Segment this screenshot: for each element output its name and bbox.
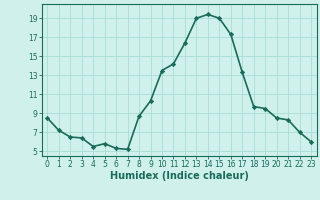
X-axis label: Humidex (Indice chaleur): Humidex (Indice chaleur) [110, 171, 249, 181]
